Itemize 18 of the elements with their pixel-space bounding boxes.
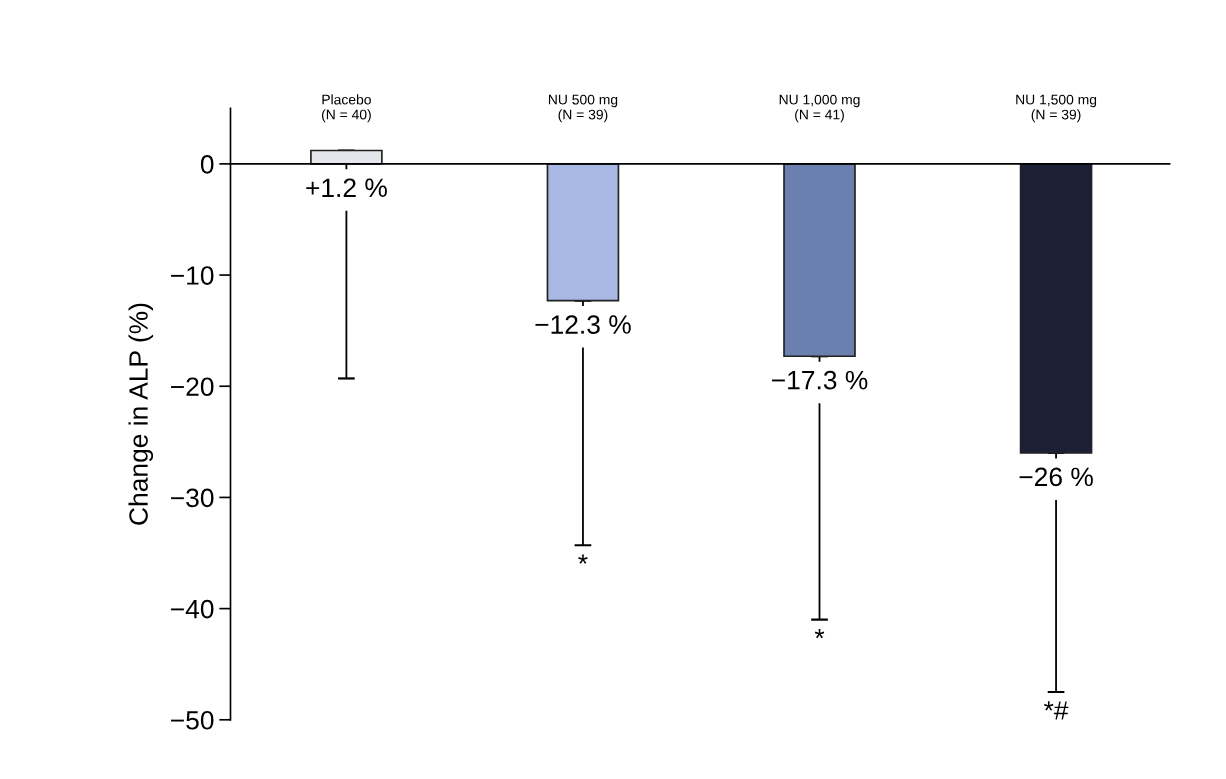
y-axis-title: Change in ALP (%): [128, 303, 154, 525]
x-tick-label: NU 1,500 mg (N = 39): [1016, 94, 1097, 123]
x-tick-label: Placebo (N = 40): [321, 94, 371, 123]
annotation: *#: [1044, 701, 1069, 720]
annotation: *: [578, 554, 588, 564]
data-label: −17.3 %: [772, 370, 868, 390]
data-label: −26 %: [1019, 467, 1093, 487]
data-label: −12.3 %: [535, 315, 631, 334]
y-tick-label: −50: [171, 710, 214, 730]
annotation: *: [814, 629, 825, 639]
y-tick-label: −30: [171, 488, 214, 508]
x-tick-label: NU 500 mg (N = 39): [548, 94, 618, 123]
y-tick-label: −20: [171, 377, 214, 397]
x-tick-label: NU 1,000 mg (N = 41): [779, 94, 860, 123]
y-tick-label: −40: [171, 599, 214, 619]
y-tick-label: −10: [171, 266, 214, 285]
data-label: +1.2 %: [306, 178, 387, 198]
y-tick-label: 0: [200, 155, 214, 174]
